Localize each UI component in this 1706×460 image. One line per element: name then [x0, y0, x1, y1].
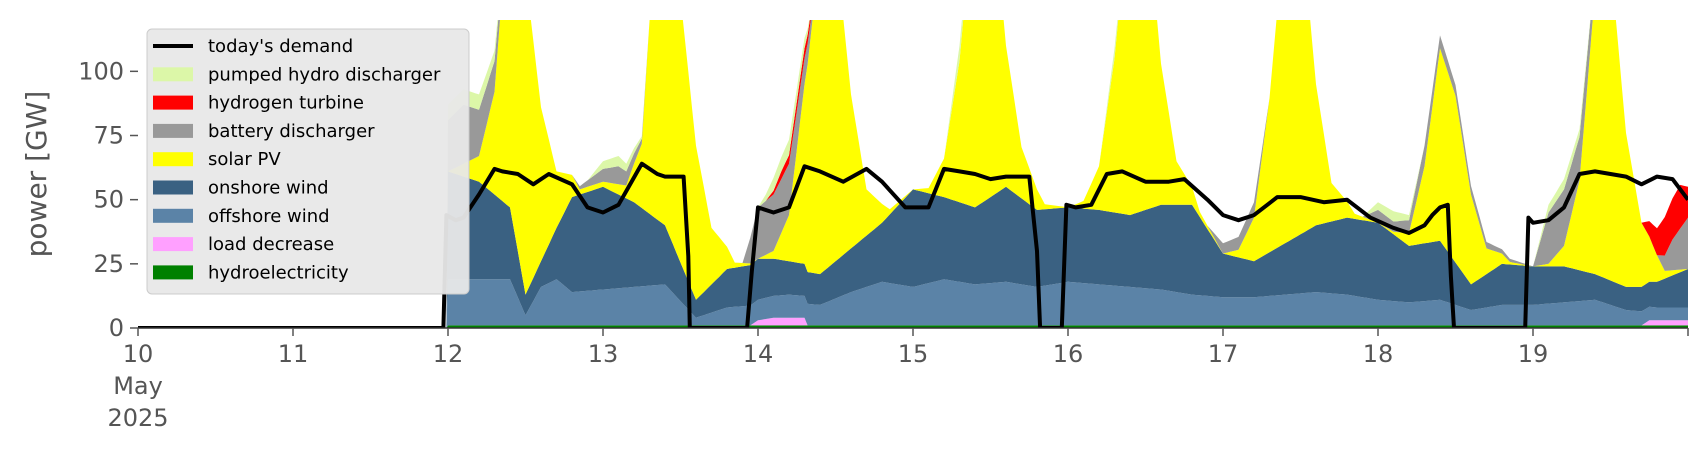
y-axis-title: power [GW] [20, 91, 53, 258]
axes: 0 25 50 75 100 10 May 2025 11 12 13 14 15 16 17 18 19 [78, 57, 1689, 432]
legend-label-hydroelectricity: hydroelectricity [208, 262, 349, 283]
x-tick-label: 10 May 2025 [107, 340, 168, 432]
y-tick-label: 0 [109, 314, 124, 342]
x-tick-label: 12 [433, 340, 464, 368]
demand-line-layer [138, 161, 1688, 328]
line-today-s-demand [138, 161, 1688, 328]
legend-swatch-solar-pv [153, 152, 193, 167]
x-tick-label: 15 [898, 340, 929, 368]
legend-swatch-onshore-wind [153, 180, 193, 195]
legend-swatch-offshore-wind [153, 208, 193, 223]
legend-label-load-decrease: load decrease [208, 234, 334, 255]
legend-box [146, 28, 470, 295]
x-tick-label: 16 [1053, 340, 1084, 368]
x-tick-label: 17 [1208, 340, 1239, 368]
legend-label-pumped-hydro-discharger: pumped hydro discharger [208, 64, 441, 85]
legend-label-hydrogen-turbine: hydrogen turbine [208, 93, 364, 114]
area-offshore-wind [138, 279, 1688, 328]
area-onshore-wind [138, 171, 1688, 328]
legend: today's demand pumped hydro discharger hyd… [146, 28, 470, 295]
legend-label-solar-pv: solar PV [208, 149, 281, 170]
x-tick-label: 13 [588, 340, 619, 368]
legend-swatch-load-decrease [153, 237, 193, 252]
y-tick-label: 75 [93, 122, 124, 150]
x-tick-label: 11 [278, 340, 309, 368]
y-tick-label: 50 [93, 186, 124, 214]
y-tick-label: 100 [78, 57, 124, 85]
area-solar-pv [138, 20, 1688, 328]
x-tick-label: 14 [743, 340, 774, 368]
legend-label-onshore-wind: onshore wind [208, 178, 329, 199]
legend-swatch-battery-discharger [153, 123, 193, 138]
y-tick-label: 25 [93, 250, 124, 278]
legend-swatch-pumped-hydro-discharger [153, 67, 193, 82]
legend-swatch-hydroelectricity [153, 265, 193, 280]
legend-label-today-s-demand: today's demand [208, 36, 353, 57]
legend-label-offshore-wind: offshore wind [208, 206, 330, 227]
x-tick-label: 18 [1363, 340, 1394, 368]
x-tick-label: 19 [1518, 340, 1549, 368]
legend-label-battery-discharger: battery discharger [208, 121, 375, 142]
legend-swatch-hydrogen-turbine [153, 95, 193, 110]
